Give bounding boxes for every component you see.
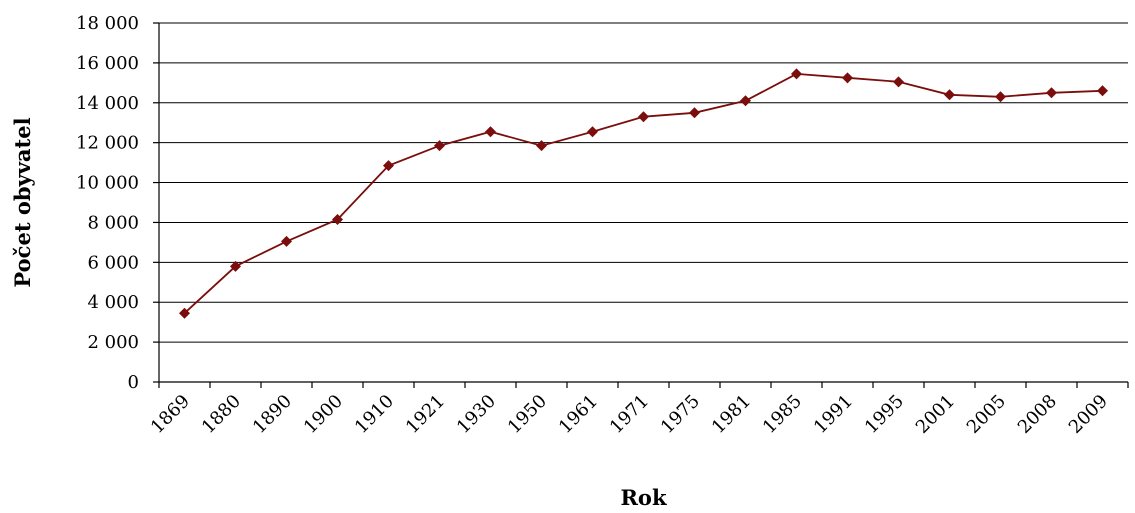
y-axis-title: Počet obyvatel xyxy=(10,117,35,287)
series-markers xyxy=(179,68,1108,319)
y-tick-label: 10 000 xyxy=(76,173,139,194)
y-tick-label: 8 000 xyxy=(87,212,139,233)
data-point-marker xyxy=(740,95,751,107)
data-point-marker xyxy=(995,91,1006,103)
data-point-marker xyxy=(587,126,598,138)
data-point-marker xyxy=(230,260,241,272)
data-point-marker xyxy=(332,213,343,225)
x-tick-label: 1880 xyxy=(198,391,245,438)
data-point-marker xyxy=(281,235,292,247)
x-tick-label: 2009 xyxy=(1065,391,1112,438)
data-point-marker xyxy=(689,107,700,119)
data-point-marker xyxy=(485,126,496,138)
x-tick-label: 2008 xyxy=(1014,391,1061,438)
x-tick-label: 1910 xyxy=(351,391,398,438)
y-axis-ticks: 0 2 000 4 000 6 000 8 000 10 000 12 000 14 000 1… xyxy=(76,13,159,393)
y-tick-label: 4 000 xyxy=(87,292,139,313)
data-point-marker xyxy=(842,72,853,84)
y-tick-label: 2 000 xyxy=(87,332,139,353)
x-tick-label: 1950 xyxy=(504,391,551,438)
data-point-marker xyxy=(638,111,649,123)
x-axis-ticks: 1869 1880 1890 1900 1910 1921 1930 1950 1961 1971… xyxy=(147,382,1129,438)
data-point-marker xyxy=(944,89,955,101)
data-point-marker xyxy=(1046,87,1057,99)
x-tick-label: 1985 xyxy=(759,391,806,438)
data-point-marker xyxy=(893,76,904,88)
x-tick-label: 1890 xyxy=(249,391,296,438)
x-tick-label: 1921 xyxy=(402,391,449,438)
x-tick-label: 2001 xyxy=(912,391,959,438)
x-tick-label: 1991 xyxy=(810,391,857,438)
x-tick-label: 1961 xyxy=(555,391,602,438)
data-point-marker xyxy=(179,307,190,319)
x-tick-label: 2005 xyxy=(963,391,1010,438)
data-point-marker xyxy=(791,68,802,80)
data-point-marker xyxy=(434,140,445,152)
y-tick-label: 16 000 xyxy=(76,53,139,74)
y-tick-label: 0 xyxy=(128,372,139,393)
x-tick-label: 1930 xyxy=(453,391,500,438)
y-tick-label: 18 000 xyxy=(76,13,139,34)
x-axis-title: Rok xyxy=(620,485,666,510)
x-tick-label: 1869 xyxy=(147,391,194,438)
x-tick-label: 1981 xyxy=(708,391,755,438)
x-tick-label: 1995 xyxy=(861,391,908,438)
gridlines xyxy=(159,22,1128,343)
y-tick-label: 6 000 xyxy=(87,252,139,273)
x-tick-label: 1971 xyxy=(606,391,653,438)
data-point-marker xyxy=(383,160,394,172)
data-point-marker xyxy=(1097,85,1108,97)
x-tick-label: 1900 xyxy=(300,391,347,438)
x-tick-label: 1975 xyxy=(657,391,704,438)
y-tick-label: 12 000 xyxy=(76,133,139,154)
series-line xyxy=(183,72,1103,314)
data-point-marker xyxy=(536,140,547,152)
y-tick-label: 14 000 xyxy=(76,93,139,114)
